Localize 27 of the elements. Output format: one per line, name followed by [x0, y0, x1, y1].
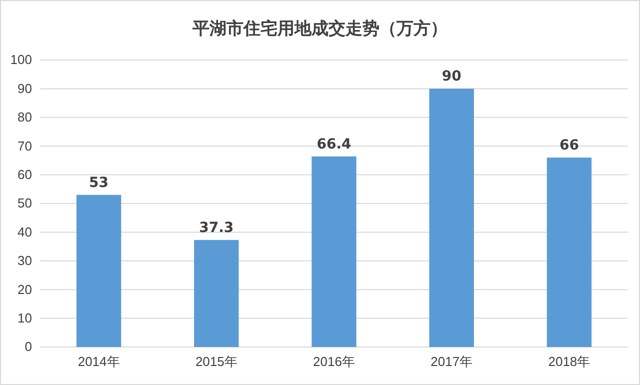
- x-tick-label: 2014年: [78, 354, 120, 370]
- y-tick-label: 100: [10, 52, 32, 68]
- chart-title: 平湖市住宅用地成交走势（万方）: [192, 19, 448, 39]
- y-tick-label: 20: [18, 282, 32, 297]
- y-tick-label: 0: [24, 339, 32, 354]
- y-tick-label: 90: [18, 80, 32, 96]
- data-label: 66: [559, 138, 579, 154]
- x-tick-label: 2017年: [430, 354, 473, 370]
- x-tick-label: 2015年: [195, 354, 238, 370]
- data-label: 90: [442, 68, 462, 85]
- y-tick-label: 40: [18, 224, 32, 240]
- y-tick-label: 50: [18, 196, 32, 211]
- data-label: 66.4: [316, 136, 352, 152]
- bar: [429, 88, 474, 347]
- bar: [312, 156, 356, 347]
- x-tick-label: 2016年: [313, 354, 355, 370]
- x-tick-label: 2018年: [548, 354, 590, 370]
- y-tick-label: 10: [18, 310, 32, 326]
- data-label: 37.3: [199, 220, 234, 236]
- y-tick-label: 30: [18, 253, 32, 268]
- y-tick-label: 60: [18, 166, 32, 182]
- bar: [76, 194, 122, 347]
- bar: [194, 240, 239, 347]
- y-tick-label: 80: [18, 110, 32, 125]
- y-tick-label: 70: [18, 138, 32, 154]
- bar: [546, 158, 592, 347]
- data-label: 53: [89, 174, 109, 191]
